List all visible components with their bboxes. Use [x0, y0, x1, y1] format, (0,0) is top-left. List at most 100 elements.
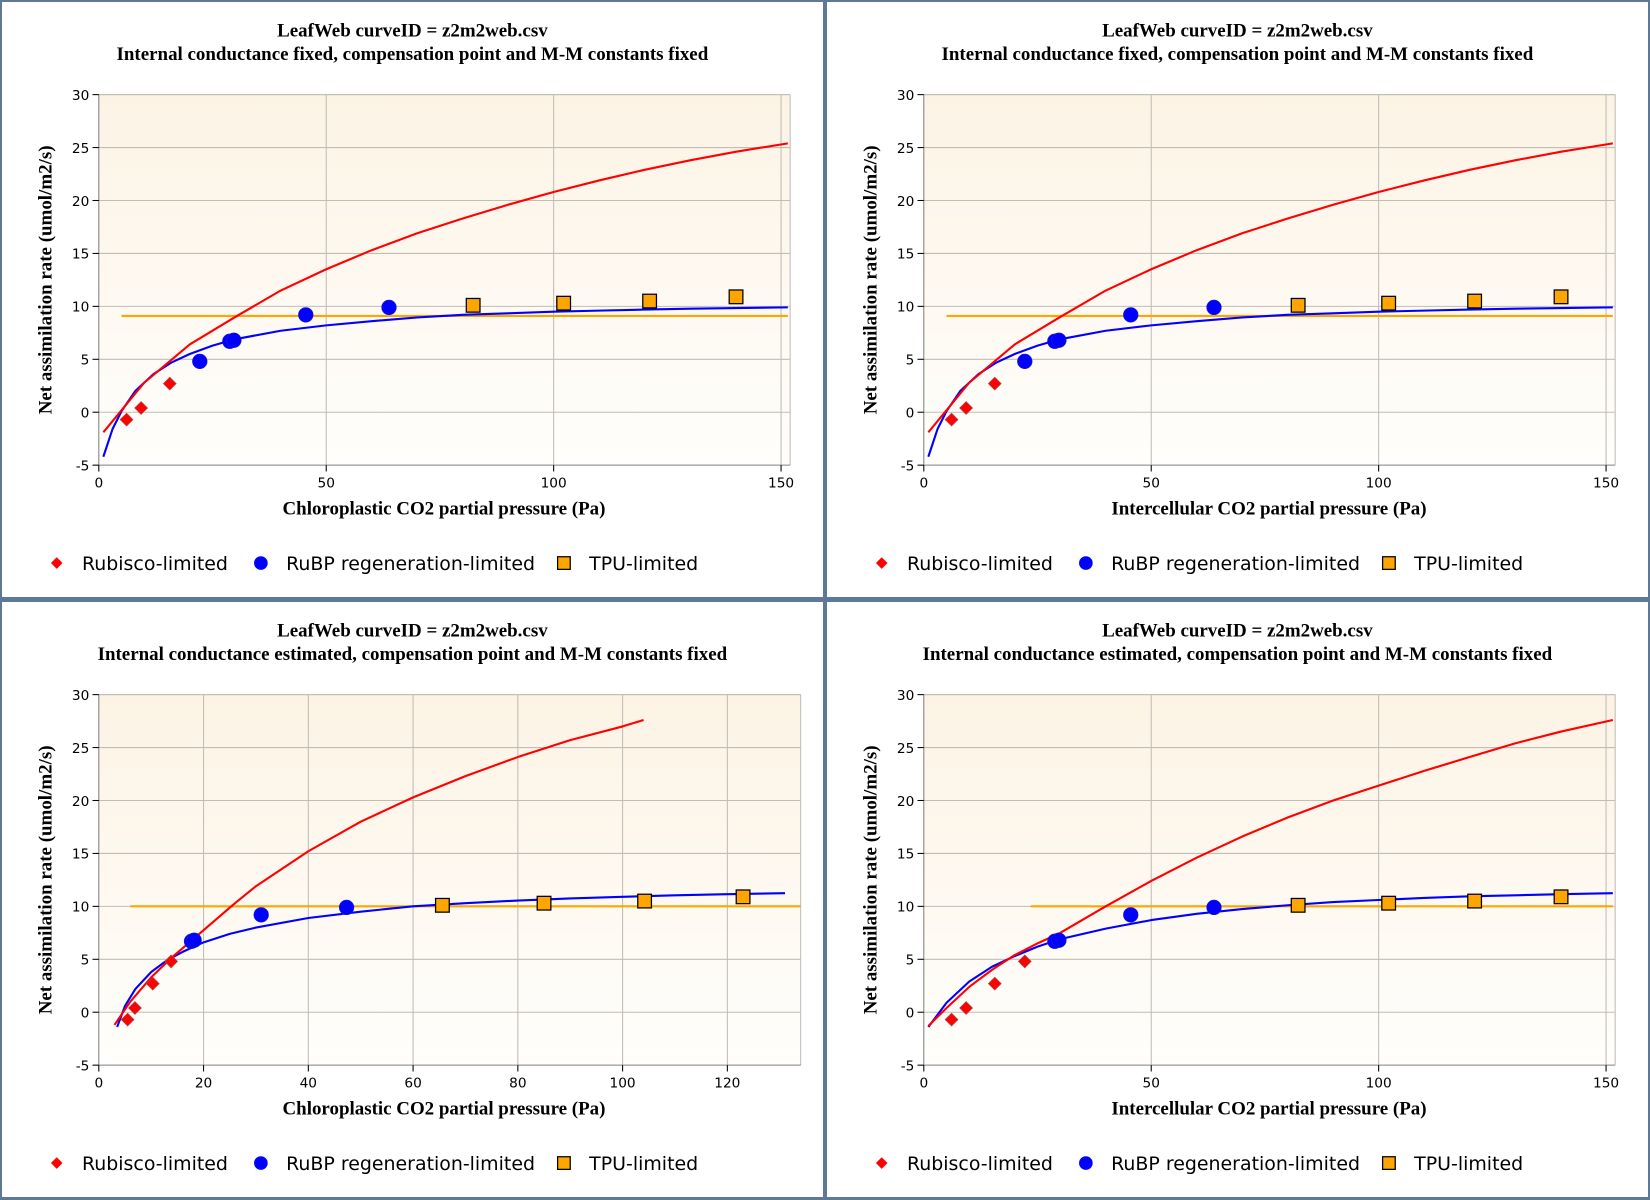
plot-area: [923, 694, 1616, 1066]
rubisco-data-point: [134, 401, 149, 415]
y-tick-label: 15: [72, 847, 89, 863]
legend-label-rubp: RuBP regeneration-limited: [286, 553, 535, 575]
tpu-data-point: [1290, 297, 1306, 313]
tpu-data-point: [1467, 293, 1483, 309]
x-tick-label: 150: [1593, 1075, 1619, 1091]
rubp-data-point: [1206, 299, 1222, 316]
y-tick-label: 15: [72, 247, 89, 263]
y-tick-label: 0: [906, 1006, 915, 1022]
x-tick-label: 60: [404, 1075, 421, 1091]
rubp-data-point: [253, 907, 269, 923]
y-tick-label: 10: [897, 300, 914, 316]
tpu-data-point: [1381, 895, 1397, 911]
x-tick-label: 100: [610, 1075, 636, 1091]
chart-subtitle: Internal conductance fixed, compensation…: [117, 44, 709, 65]
legend-circle-icon: [254, 1156, 268, 1170]
curves-group: [113, 719, 801, 1028]
tpu-data-point: [556, 295, 572, 311]
y-tick-label: 15: [897, 847, 914, 863]
x-tick-label: 100: [1366, 1075, 1392, 1091]
y-axis-label: Net assimilation rate (umol/m2/s): [36, 146, 57, 415]
legend-diamond-icon: [51, 1157, 63, 1169]
rubisco-fit-curve: [927, 142, 1614, 434]
tpu-data-point: [728, 289, 744, 305]
tpu-data-point: [1381, 295, 1397, 311]
rubisco-data-point: [164, 954, 179, 969]
rubisco-data-point: [987, 976, 1002, 991]
legend-circle-icon: [254, 556, 268, 570]
chart-panel-intercellular-gi-estimated: LeafWeb curveID = z2m2web.csv Internal co…: [827, 602, 1648, 1197]
rubisco-fit-curve: [102, 142, 789, 434]
rubisco-data-point: [128, 1001, 142, 1015]
legend-diamond-icon: [876, 557, 888, 569]
x-tick-label: 50: [318, 475, 335, 491]
legend-label-tpu: TPU-limited: [588, 1153, 698, 1175]
rubp-data-point: [298, 307, 314, 323]
legend-label-rubisco: Rubisco-limited: [82, 553, 228, 575]
x-tick-label: 0: [920, 475, 929, 491]
y-tick-label: 20: [897, 794, 914, 810]
rubisco-data-point: [944, 412, 959, 427]
legend-label-tpu: TPU-limited: [588, 553, 698, 575]
tpu-data-point: [735, 889, 751, 905]
y-tick-label: 15: [897, 247, 914, 263]
chart-title: LeafWeb curveID = z2m2web.csv: [277, 621, 548, 642]
y-tick-label: 10: [72, 900, 89, 916]
legend-label-rubisco: Rubisco-limited: [907, 553, 1053, 575]
y-tick-label: 5: [81, 953, 90, 969]
x-tick-label: 0: [920, 1075, 929, 1091]
y-tick-label: 20: [72, 194, 89, 210]
rubp-data-point: [339, 899, 355, 916]
y-tick-label: -5: [76, 1059, 90, 1075]
y-tick-label: 20: [897, 194, 914, 210]
chart-panel-chloroplastic-gi-estimated: LeafWeb curveID = z2m2web.csv Internal co…: [2, 602, 823, 1197]
legend-square-icon: [1382, 556, 1396, 571]
rubisco-data-point: [959, 1001, 974, 1015]
rubisco-data-point: [120, 1012, 135, 1027]
rubisco-data-point: [944, 1012, 959, 1027]
rubp-data-point: [1051, 332, 1067, 348]
x-tick-label: 0: [95, 475, 104, 491]
rubisco-fit-curve: [927, 719, 1614, 1027]
x-tick-label: 0: [95, 1075, 104, 1091]
rubisco-data-point: [119, 412, 134, 427]
x-tick-label: 150: [768, 475, 794, 491]
legend-square-icon: [557, 1156, 571, 1171]
tpu-data-point: [435, 897, 450, 913]
tpu-data-point: [465, 297, 481, 313]
x-tick-label: 100: [1366, 475, 1392, 491]
legend-square-icon: [557, 556, 571, 571]
chart-title: LeafWeb curveID = z2m2web.csv: [1102, 621, 1373, 642]
rubp-data-point: [1123, 307, 1139, 323]
y-tick-label: 30: [897, 88, 914, 104]
y-tick-label: 30: [72, 688, 89, 704]
rubisco-data-point: [987, 376, 1002, 391]
y-tick-label: 0: [81, 406, 90, 422]
chart-panel-chloroplastic-gi-fixed: LeafWeb curveID = z2m2web.csv Internal co…: [2, 2, 823, 597]
rubp-data-point: [1051, 932, 1067, 948]
y-tick-label: 25: [897, 141, 914, 157]
y-tick-label: 30: [897, 688, 914, 704]
y-tick-label: -5: [901, 459, 915, 475]
chart-subtitle: Internal conductance fixed, compensation…: [942, 44, 1534, 65]
legend-square-icon: [1382, 1156, 1396, 1171]
rubp-data-point: [192, 353, 208, 370]
y-tick-label: 30: [72, 88, 89, 104]
tpu-data-point: [1290, 897, 1306, 913]
y-tick-label: 25: [72, 741, 89, 757]
chart-panel-intercellular-gi-fixed: LeafWeb curveID = z2m2web.csv Internal co…: [827, 2, 1648, 597]
rubp-data-point: [381, 299, 397, 316]
y-tick-label: 20: [72, 794, 89, 810]
x-tick-label: 50: [1143, 475, 1160, 491]
legend-circle-icon: [1079, 556, 1093, 570]
legend-circle-icon: [1079, 1156, 1093, 1170]
legend-diamond-icon: [876, 1157, 888, 1169]
y-tick-label: 5: [906, 953, 915, 969]
y-tick-label: 25: [897, 741, 914, 757]
x-tick-label: 80: [509, 1075, 526, 1091]
y-axis-label: Net assimilation rate (umol/m2/s): [861, 146, 882, 415]
legend-label-rubisco: Rubisco-limited: [907, 1153, 1053, 1175]
